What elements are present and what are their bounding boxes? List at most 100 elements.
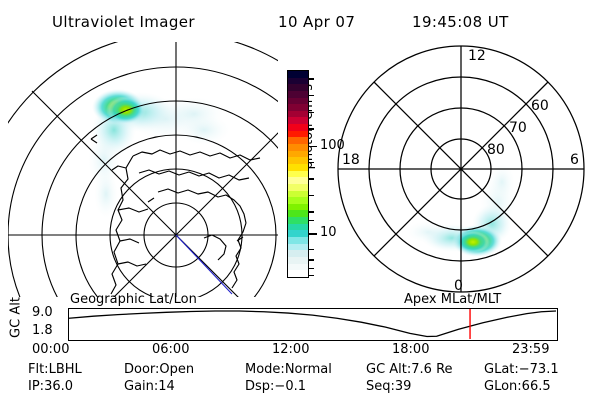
status-value: Open <box>159 362 195 377</box>
page-title: Ultraviolet Imager <box>52 13 195 31</box>
colorbar-band-18 <box>288 190 308 198</box>
colorbar-band-25 <box>288 237 308 244</box>
colorbar-band-24 <box>288 230 308 238</box>
colorbar-band-28 <box>288 256 308 264</box>
geographic-longitude-grid <box>8 42 278 297</box>
geographic-plot <box>8 42 278 297</box>
status-glat: GLat: −73.1 <box>484 362 559 377</box>
status-key: IP: <box>28 379 45 394</box>
antarctica-coastline <box>110 149 261 295</box>
colorbar-band-1 <box>288 77 308 85</box>
colorbar-minor-tick-7 <box>309 211 314 213</box>
colorbar-band-15 <box>288 170 308 178</box>
colorbar-band-10 <box>288 137 308 145</box>
colorbar-minor-tick-6 <box>309 194 314 197</box>
status-value: 7.6 Re <box>411 362 453 377</box>
colorbar-band-4 <box>288 97 308 105</box>
status-dsp: Dsp: −0.1 <box>245 379 306 394</box>
strip-chart[interactable]: Geographic Lat/Lon Apex MLat/MLT GC Alt … <box>0 292 600 358</box>
colorbar-minor-tick-1 <box>309 94 314 97</box>
strip-x-tick-3: 18:00 <box>392 342 430 357</box>
status-gcalt: GC Alt: 7.6 Re <box>366 362 453 377</box>
mlt-label-12: 12 <box>468 48 486 64</box>
status-value: 66.5 <box>521 379 551 394</box>
colorbar-band-0 <box>288 71 308 78</box>
strip-x-tick-4: 23:59 <box>512 342 550 357</box>
status-value: 14 <box>158 379 175 394</box>
status-footer: Flt: LBHL Door: Open Mode: Normal GC Alt: 7… <box>0 362 600 400</box>
colorbar-band-16 <box>288 177 308 184</box>
strip-y-axis-label: GC Alt <box>8 297 24 338</box>
colorbar-minor-tick-11 <box>309 267 314 270</box>
strip-title-left: Geographic Lat/Lon <box>70 292 197 307</box>
strip-x-tick-0: 00:00 <box>32 342 70 357</box>
colorbar-band-8 <box>288 124 308 131</box>
colorbar-band-12 <box>288 150 308 158</box>
strip-curve-svg <box>69 309 556 339</box>
colorbar-minor-tick-4 <box>309 161 314 164</box>
mlt-label-6: 6 <box>570 152 579 168</box>
status-key: Gain: <box>124 379 159 394</box>
colorbar-minor-tick-8 <box>309 219 314 222</box>
status-value: 39 <box>394 379 412 394</box>
colorbar-band-30 <box>288 270 308 277</box>
colorbar-minor-tick-9 <box>309 248 314 251</box>
header-time: 19:45:08 UT <box>412 13 509 31</box>
colorbar-band-23 <box>288 223 308 231</box>
status-key: Mode: <box>245 362 285 377</box>
apex-plot: 12 18 6 0 60 70 80 <box>337 45 585 294</box>
colorbar-band-9 <box>288 130 308 138</box>
colorbar-band-3 <box>288 90 308 98</box>
mlt-label-18: 18 <box>342 152 360 168</box>
status-seq: Seq: 39 <box>366 379 411 394</box>
colorbar-band-5 <box>288 104 308 111</box>
colorbar-band-6 <box>288 110 308 118</box>
colorbar-ticks: 100 10 <box>309 70 357 278</box>
strip-plot-area[interactable] <box>68 308 558 341</box>
colorbar-major-tick-100 <box>309 145 317 148</box>
colorbar-minor-tick-2 <box>309 111 314 114</box>
mlat-label-80: 80 <box>487 142 505 158</box>
colorbar-band-29 <box>288 263 308 271</box>
colorbar-band-26 <box>288 243 308 251</box>
colorbar-minor-tick-3 <box>309 128 314 130</box>
status-glon: GLon: 66.5 <box>484 379 551 394</box>
colorbar-minor-tick-10 <box>309 259 314 261</box>
header-bar: Ultraviolet Imager 10 Apr 07 19:45:08 UT <box>0 6 600 34</box>
strip-y-tick-low: 1.8 <box>32 323 53 338</box>
strip-x-tick-2: 12:00 <box>272 342 310 357</box>
colorbar-band-2 <box>288 84 308 91</box>
status-mode: Mode: Normal <box>245 362 332 377</box>
status-row-1: Flt: LBHL Door: Open Mode: Normal GC Alt: 7… <box>0 362 600 379</box>
mlat-label-60: 60 <box>531 98 549 114</box>
geographic-grid-ticks <box>90 134 244 242</box>
status-value: −0.1 <box>274 379 306 394</box>
mlat-label-70: 70 <box>509 120 527 136</box>
geographic-panel[interactable] <box>8 42 278 297</box>
colorbar-minor-tick-0 <box>309 78 314 80</box>
status-gain: Gain: 14 <box>124 379 175 394</box>
colorbar-major-tick-10 <box>309 233 317 235</box>
colorbar-band-13 <box>288 157 308 164</box>
colorbar-minor-tick-5 <box>309 178 314 180</box>
colorbar-band-22 <box>288 217 308 224</box>
colorbar-band-21 <box>288 210 308 218</box>
colorbar-band-20 <box>288 203 308 211</box>
apex-panel[interactable]: 12 18 6 0 60 70 80 <box>330 42 592 297</box>
status-door: Door: Open <box>124 362 194 377</box>
strip-y-tick-high: 9.0 <box>32 305 53 320</box>
colorbar-gradient <box>287 70 309 278</box>
colorbar-band-14 <box>288 163 308 171</box>
status-ip: IP: 36.0 <box>28 379 73 394</box>
colorbar-band-27 <box>288 250 308 257</box>
colorbar-band-7 <box>288 117 308 125</box>
status-key: Door: <box>124 362 160 377</box>
status-value: Normal <box>284 362 332 377</box>
strip-title-right: Apex MLat/MLT <box>404 292 502 307</box>
status-value: 36.0 <box>44 379 74 394</box>
status-flt: Flt: LBHL <box>28 362 82 377</box>
status-value: LBHL <box>48 362 82 377</box>
status-key: Seq: <box>366 379 395 394</box>
colorbar-tick-label-100: 100 <box>320 137 345 153</box>
